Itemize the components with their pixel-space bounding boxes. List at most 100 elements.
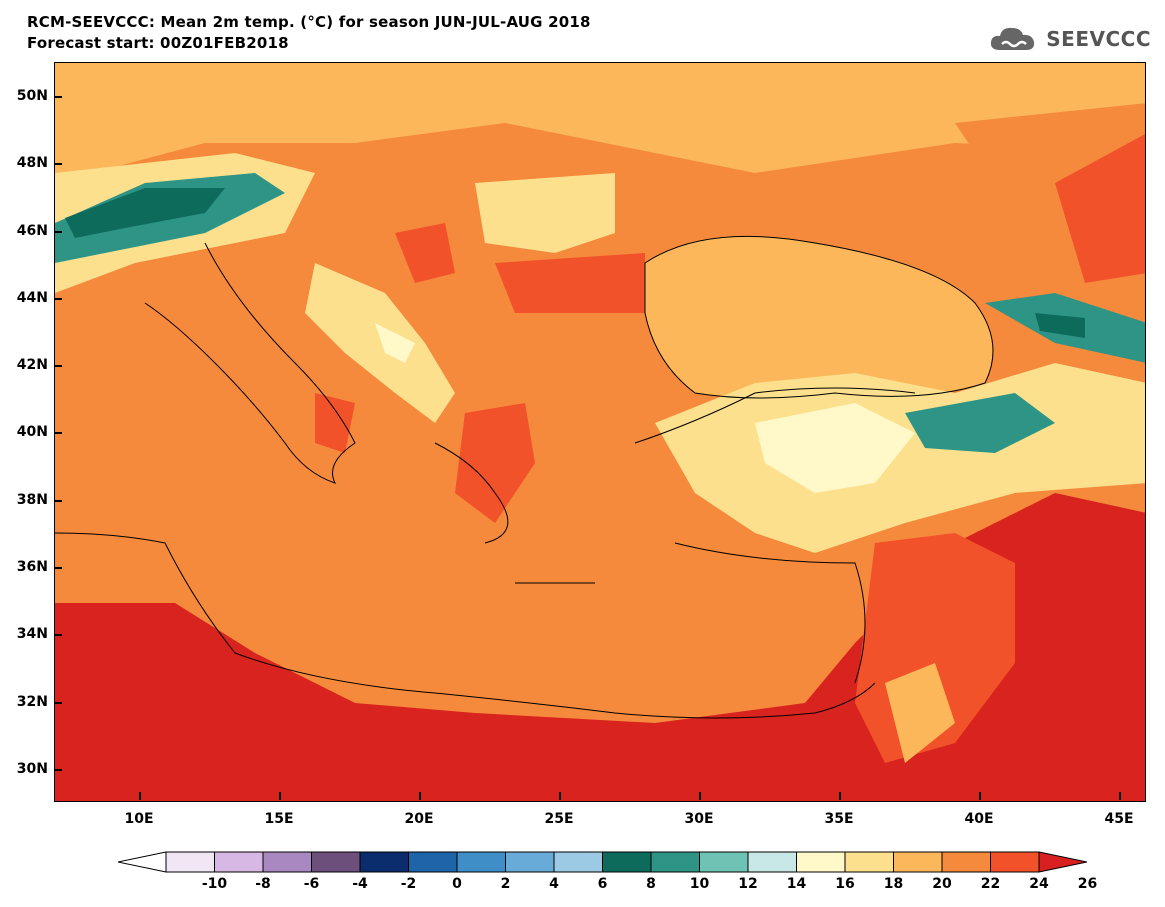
colorbar-tick-label: 20 [932, 876, 952, 892]
lat-tick [54, 231, 62, 233]
caspian-warm-region [1055, 134, 1145, 283]
colorbar-tick-label: 26 [1077, 876, 1098, 892]
colorbar-tick-label: 16 [835, 876, 855, 892]
black-sea-region [645, 236, 993, 398]
lat-tick [54, 96, 62, 98]
lat-label-34N: 34N [16, 626, 48, 642]
colorbar-swatch [747, 851, 797, 873]
colorbar-tick-label: -10 [201, 876, 228, 892]
colorbar-swatch [214, 851, 264, 873]
lat-label-44N: 44N [16, 290, 48, 306]
lon-tick [979, 792, 981, 800]
danube-warm-region [495, 253, 645, 313]
colorbar-tick-label: -2 [400, 876, 417, 892]
colorbar-swatch [699, 851, 749, 873]
colorbar-swatch [893, 851, 943, 873]
lat-label-48N: 48N [16, 155, 48, 171]
colorbar-swatch [456, 851, 506, 873]
lon-tick [1119, 792, 1121, 800]
logo-text: SEEVCCC [1046, 27, 1151, 51]
colorbar-svg [117, 851, 1088, 873]
colorbar [117, 851, 1088, 873]
lon-label-30E: 30E [684, 811, 714, 827]
lon-tick [559, 792, 561, 800]
anatolia-light-region [755, 403, 915, 493]
lat-label-32N: 32N [16, 694, 48, 710]
chart-subtitle: Forecast start: 00Z01FEB2018 [27, 34, 289, 52]
colorbar-tick-label: 14 [786, 876, 807, 892]
lon-tick [139, 792, 141, 800]
lon-label-15E: 15E [264, 811, 294, 827]
lat-tick [54, 769, 62, 771]
lon-tick [279, 792, 281, 800]
balkan-cool-region [305, 263, 455, 423]
colorbar-tick-label: 22 [980, 876, 1001, 892]
lon-label-40E: 40E [964, 811, 994, 827]
sinai-mild-region [885, 663, 955, 763]
balkan-light-region [375, 323, 415, 363]
north-warm-region [55, 63, 1145, 183]
colorbar-swatch [844, 851, 894, 873]
colorbar-swatch [165, 851, 215, 873]
colorbar-swatch [505, 851, 555, 873]
lat-tick [54, 432, 62, 434]
lon-tick [699, 792, 701, 800]
lat-tick [54, 500, 62, 502]
seevccc-logo: SEEVCCC [988, 23, 1151, 55]
lat-tick [54, 702, 62, 704]
colorbar-tick-label: 24 [1029, 876, 1049, 892]
colorbar-tick-label: 10 [689, 876, 710, 892]
colorbar-swatch [602, 851, 652, 873]
chart-title: RCM-SEEVCCC: Mean 2m temp. (°C) for seas… [27, 13, 591, 31]
lon-tick [839, 792, 841, 800]
colorbar-swatch [262, 851, 312, 873]
lat-tick [54, 567, 62, 569]
colorbar-tick-label: 2 [500, 876, 511, 892]
lat-label-46N: 46N [16, 223, 48, 239]
colorbar-tick-label: 0 [452, 876, 462, 892]
carpathian-cool-region [475, 173, 615, 253]
lat-label-50N: 50N [16, 88, 48, 104]
colorbar-swatch [408, 851, 458, 873]
anatolia-teal-region [905, 393, 1055, 453]
italy-warm-region [315, 393, 355, 453]
colorbar-swatch [650, 851, 700, 873]
lat-label-40N: 40N [16, 424, 48, 440]
greece-warm-region [455, 403, 535, 523]
colorbar-tick-label: 6 [597, 876, 608, 892]
caucasus-cold-region [1035, 313, 1085, 338]
lat-label-42N: 42N [16, 357, 48, 373]
lat-tick [54, 298, 62, 300]
lon-label-45E: 45E [1104, 811, 1134, 827]
cloud-icon [991, 27, 1035, 50]
colorbar-tick-label: -6 [303, 876, 320, 892]
lon-label-10E: 10E [124, 811, 154, 827]
colorbar-swatch [941, 851, 991, 873]
lon-label-25E: 25E [544, 811, 574, 827]
colorbar-tick-label: 12 [738, 876, 758, 892]
lon-tick [419, 792, 421, 800]
lon-label-20E: 20E [404, 811, 434, 827]
temperature-map [54, 62, 1146, 802]
pannonia-warm-region [395, 223, 455, 283]
colorbar-over-triangle [1038, 851, 1088, 873]
lat-label-30N: 30N [16, 761, 48, 777]
colorbar-under-triangle [117, 851, 167, 873]
lat-tick [54, 634, 62, 636]
coastlines [55, 235, 994, 719]
lon-label-35E: 35E [824, 811, 854, 827]
lat-tick [54, 365, 62, 367]
lat-label-36N: 36N [16, 559, 48, 575]
colorbar-tick-label: 18 [883, 876, 904, 892]
lat-tick [54, 163, 62, 165]
lat-label-38N: 38N [16, 492, 48, 508]
colorbar-swatch [796, 851, 846, 873]
colorbar-swatch [990, 851, 1040, 873]
colorbar-tick-label: 8 [646, 876, 656, 892]
colorbar-tick-label: -4 [352, 876, 368, 892]
colorbar-swatch [359, 851, 409, 873]
alps-cold-region [65, 188, 225, 238]
colorbar-tick-label: -8 [255, 876, 271, 892]
colorbar-swatch [553, 851, 603, 873]
colorbar-tick-label: 4 [549, 876, 559, 892]
